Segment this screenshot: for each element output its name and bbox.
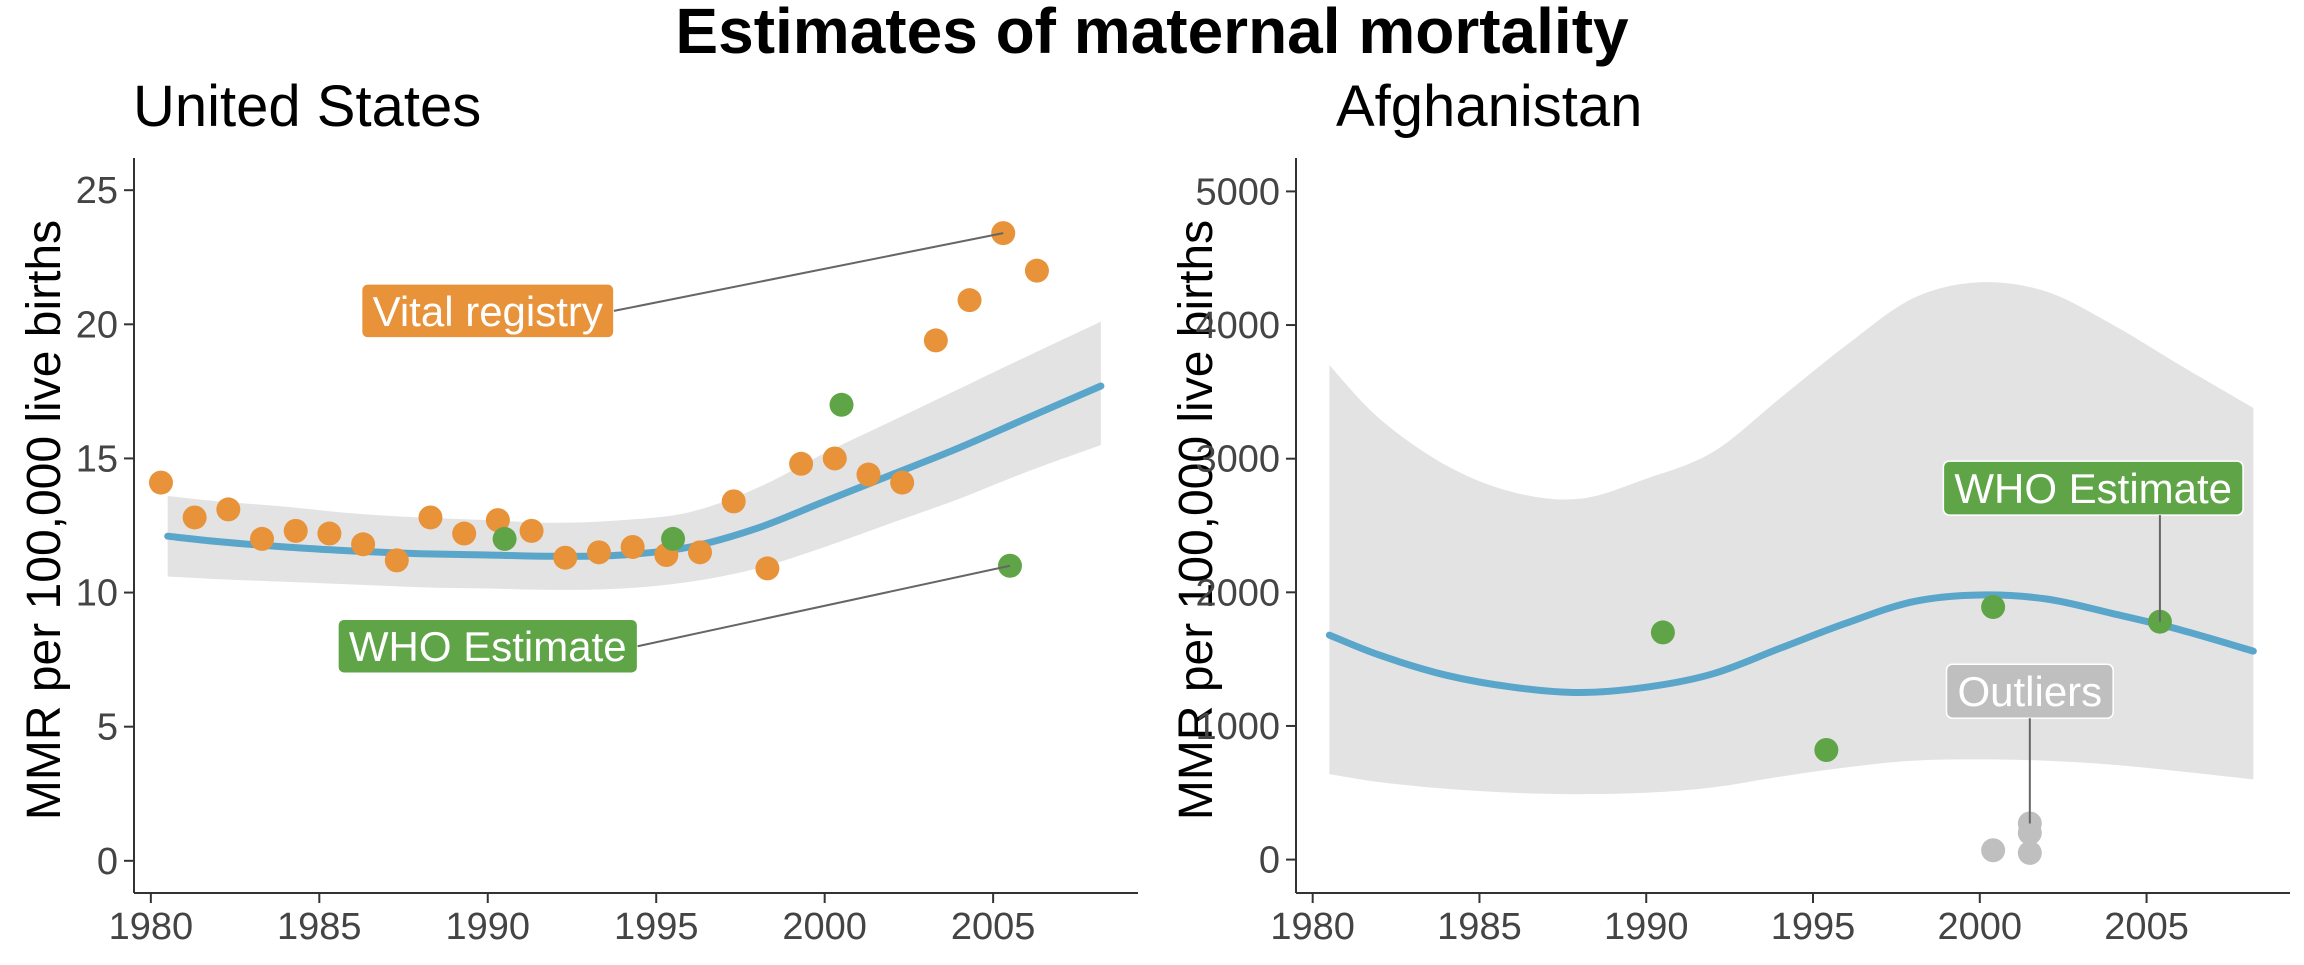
- point-vital-registry: [485, 508, 510, 533]
- label-vital-registry-leader: [613, 232, 1004, 312]
- panel-afghanistan: Afghanistan MMR per 100,000 live births …: [1170, 74, 2290, 948]
- point-vital-registry: [452, 521, 477, 546]
- label-vital-registry-text: Vital registry: [373, 288, 603, 335]
- y-tick-label: 25: [76, 170, 118, 212]
- point-vital-registry: [923, 328, 948, 353]
- y-tick-label: 15: [76, 438, 118, 480]
- y-tick-label: 10: [76, 573, 118, 615]
- y-tick-label: 4000: [1195, 305, 1280, 347]
- x-tick-label: 1990: [1604, 906, 1689, 948]
- x-tick-label: 2000: [782, 906, 867, 948]
- point-vital-registry: [1024, 258, 1049, 283]
- panel-united-states: United States MMR per 100,000 live birth…: [18, 74, 1138, 948]
- point-outliers: [1981, 838, 2006, 863]
- panel-title: Afghanistan: [1336, 74, 1642, 139]
- x-tick-label: 1995: [1771, 906, 1856, 948]
- point-who-estimate: [1981, 595, 2006, 620]
- point-vital-registry: [148, 470, 173, 495]
- label-who-estimate-text: WHO Estimate: [1954, 465, 2232, 512]
- point-outliers: [2017, 820, 2042, 845]
- x-tick-label: 2000: [1938, 906, 2023, 948]
- point-vital-registry: [789, 451, 814, 476]
- y-tick-label: 5000: [1195, 171, 1280, 213]
- point-vital-registry: [519, 518, 544, 543]
- label-who-estimate-box: [1942, 460, 2244, 516]
- y-axis-label: MMR per 100,000 live births: [1170, 220, 1223, 820]
- point-vital-registry: [688, 540, 713, 565]
- point-vital-registry: [586, 540, 611, 565]
- x-tick-label: 1985: [1437, 906, 1522, 948]
- point-who-estimate: [1814, 738, 1839, 763]
- point-who-estimate: [1650, 620, 1675, 645]
- point-vital-registry: [250, 526, 275, 551]
- label-outliers-text: Outliers: [1957, 668, 2102, 715]
- confidence-band: [167, 321, 1101, 590]
- label-who-estimate-text: WHO Estimate: [349, 623, 627, 670]
- point-vital-registry: [317, 521, 342, 546]
- point-vital-registry: [856, 462, 881, 487]
- x-tick-label: 1980: [109, 906, 194, 948]
- chart-title: Estimates of maternal mortality: [675, 0, 1629, 67]
- point-who-estimate: [661, 526, 686, 551]
- y-tick-label: 20: [76, 304, 118, 346]
- panel-title: United States: [133, 74, 481, 139]
- point-vital-registry: [553, 545, 578, 570]
- y-axis-label: MMR per 100,000 live births: [18, 220, 71, 820]
- x-tick-label: 1990: [445, 906, 530, 948]
- point-vital-registry: [216, 497, 241, 522]
- fitted-line: [164, 382, 1105, 560]
- fitted-line: [1325, 591, 2257, 697]
- point-outliers: [2017, 840, 2042, 865]
- point-vital-registry: [721, 489, 746, 514]
- point-vital-registry: [822, 446, 847, 471]
- point-vital-registry: [351, 532, 376, 557]
- y-tick-label: 3000: [1195, 439, 1280, 481]
- point-vital-registry: [384, 548, 409, 573]
- y-tick-label: 0: [97, 841, 118, 883]
- x-tick-label: 1995: [614, 906, 699, 948]
- confidence-band: [1329, 282, 2254, 795]
- point-vital-registry: [182, 505, 207, 530]
- x-tick-label: 1980: [1270, 906, 1355, 948]
- x-tick-label: 2005: [951, 906, 1036, 948]
- point-vital-registry: [283, 518, 308, 543]
- point-vital-registry: [620, 534, 645, 559]
- y-tick-label: 5: [97, 707, 118, 749]
- label-who-estimate-leader: [637, 564, 1011, 648]
- point-vital-registry: [755, 556, 780, 581]
- y-tick-label: 2000: [1195, 572, 1280, 614]
- point-who-estimate: [829, 392, 854, 417]
- point-who-estimate: [492, 526, 517, 551]
- point-vital-registry: [418, 505, 443, 530]
- x-tick-label: 2005: [2104, 906, 2189, 948]
- point-vital-registry: [957, 288, 982, 313]
- y-tick-label: 1000: [1195, 706, 1280, 748]
- y-tick-label: 0: [1259, 840, 1280, 882]
- x-tick-label: 1985: [277, 906, 362, 948]
- point-vital-registry: [890, 470, 915, 495]
